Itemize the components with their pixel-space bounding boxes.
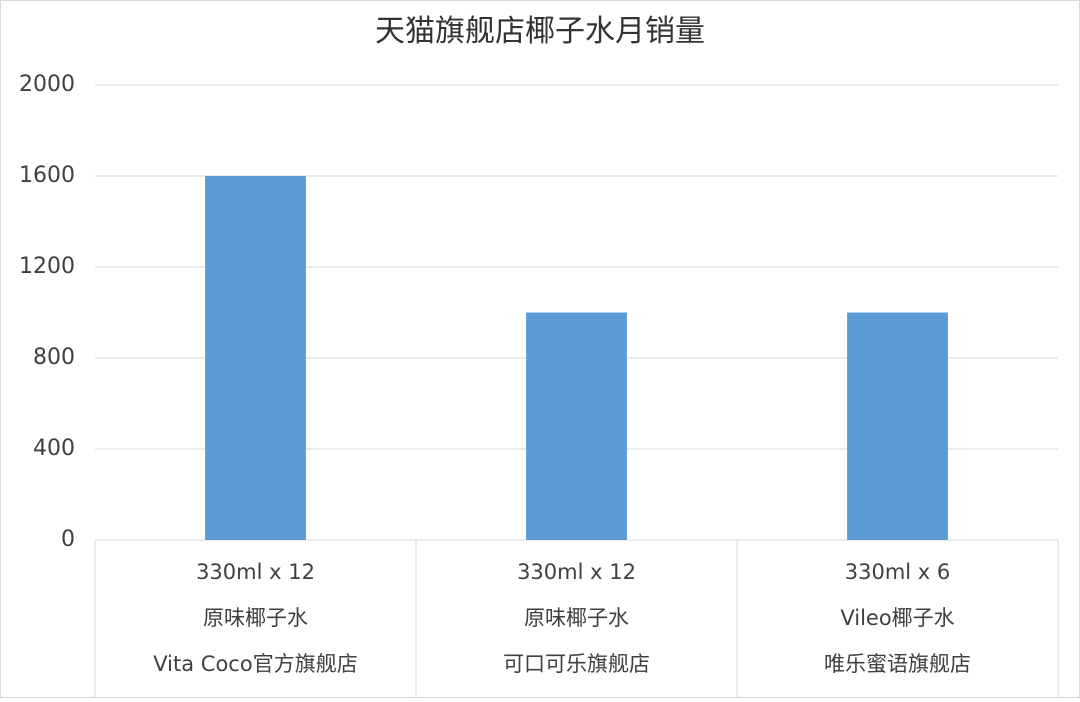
bar (526, 312, 627, 540)
x-tick-label: Vita Coco官方旗舰店 (153, 652, 357, 676)
x-tick-label: 原味椰子水 (203, 606, 308, 630)
x-tick-label: Vileo椰子水 (840, 606, 954, 630)
x-tick-label: 330ml x 12 (196, 560, 315, 584)
x-tick-label: 330ml x 6 (845, 560, 951, 584)
bar (847, 312, 948, 540)
x-tick-label: 330ml x 12 (517, 560, 636, 584)
x-tick-label: 可口可乐旗舰店 (503, 652, 650, 676)
bar (205, 176, 306, 540)
y-tick-label: 800 (33, 345, 75, 370)
y-tick-label: 1200 (19, 254, 75, 279)
y-tick-label: 400 (33, 436, 75, 461)
x-tick-label: 原味椰子水 (524, 606, 629, 630)
chart-title: 天猫旗舰店椰子水月销量 (375, 14, 705, 49)
y-tick-label: 1600 (19, 163, 75, 188)
y-tick-label: 2000 (19, 72, 75, 97)
x-tick-label: 唯乐蜜语旗舰店 (824, 652, 971, 676)
y-tick-label: 0 (61, 527, 75, 552)
